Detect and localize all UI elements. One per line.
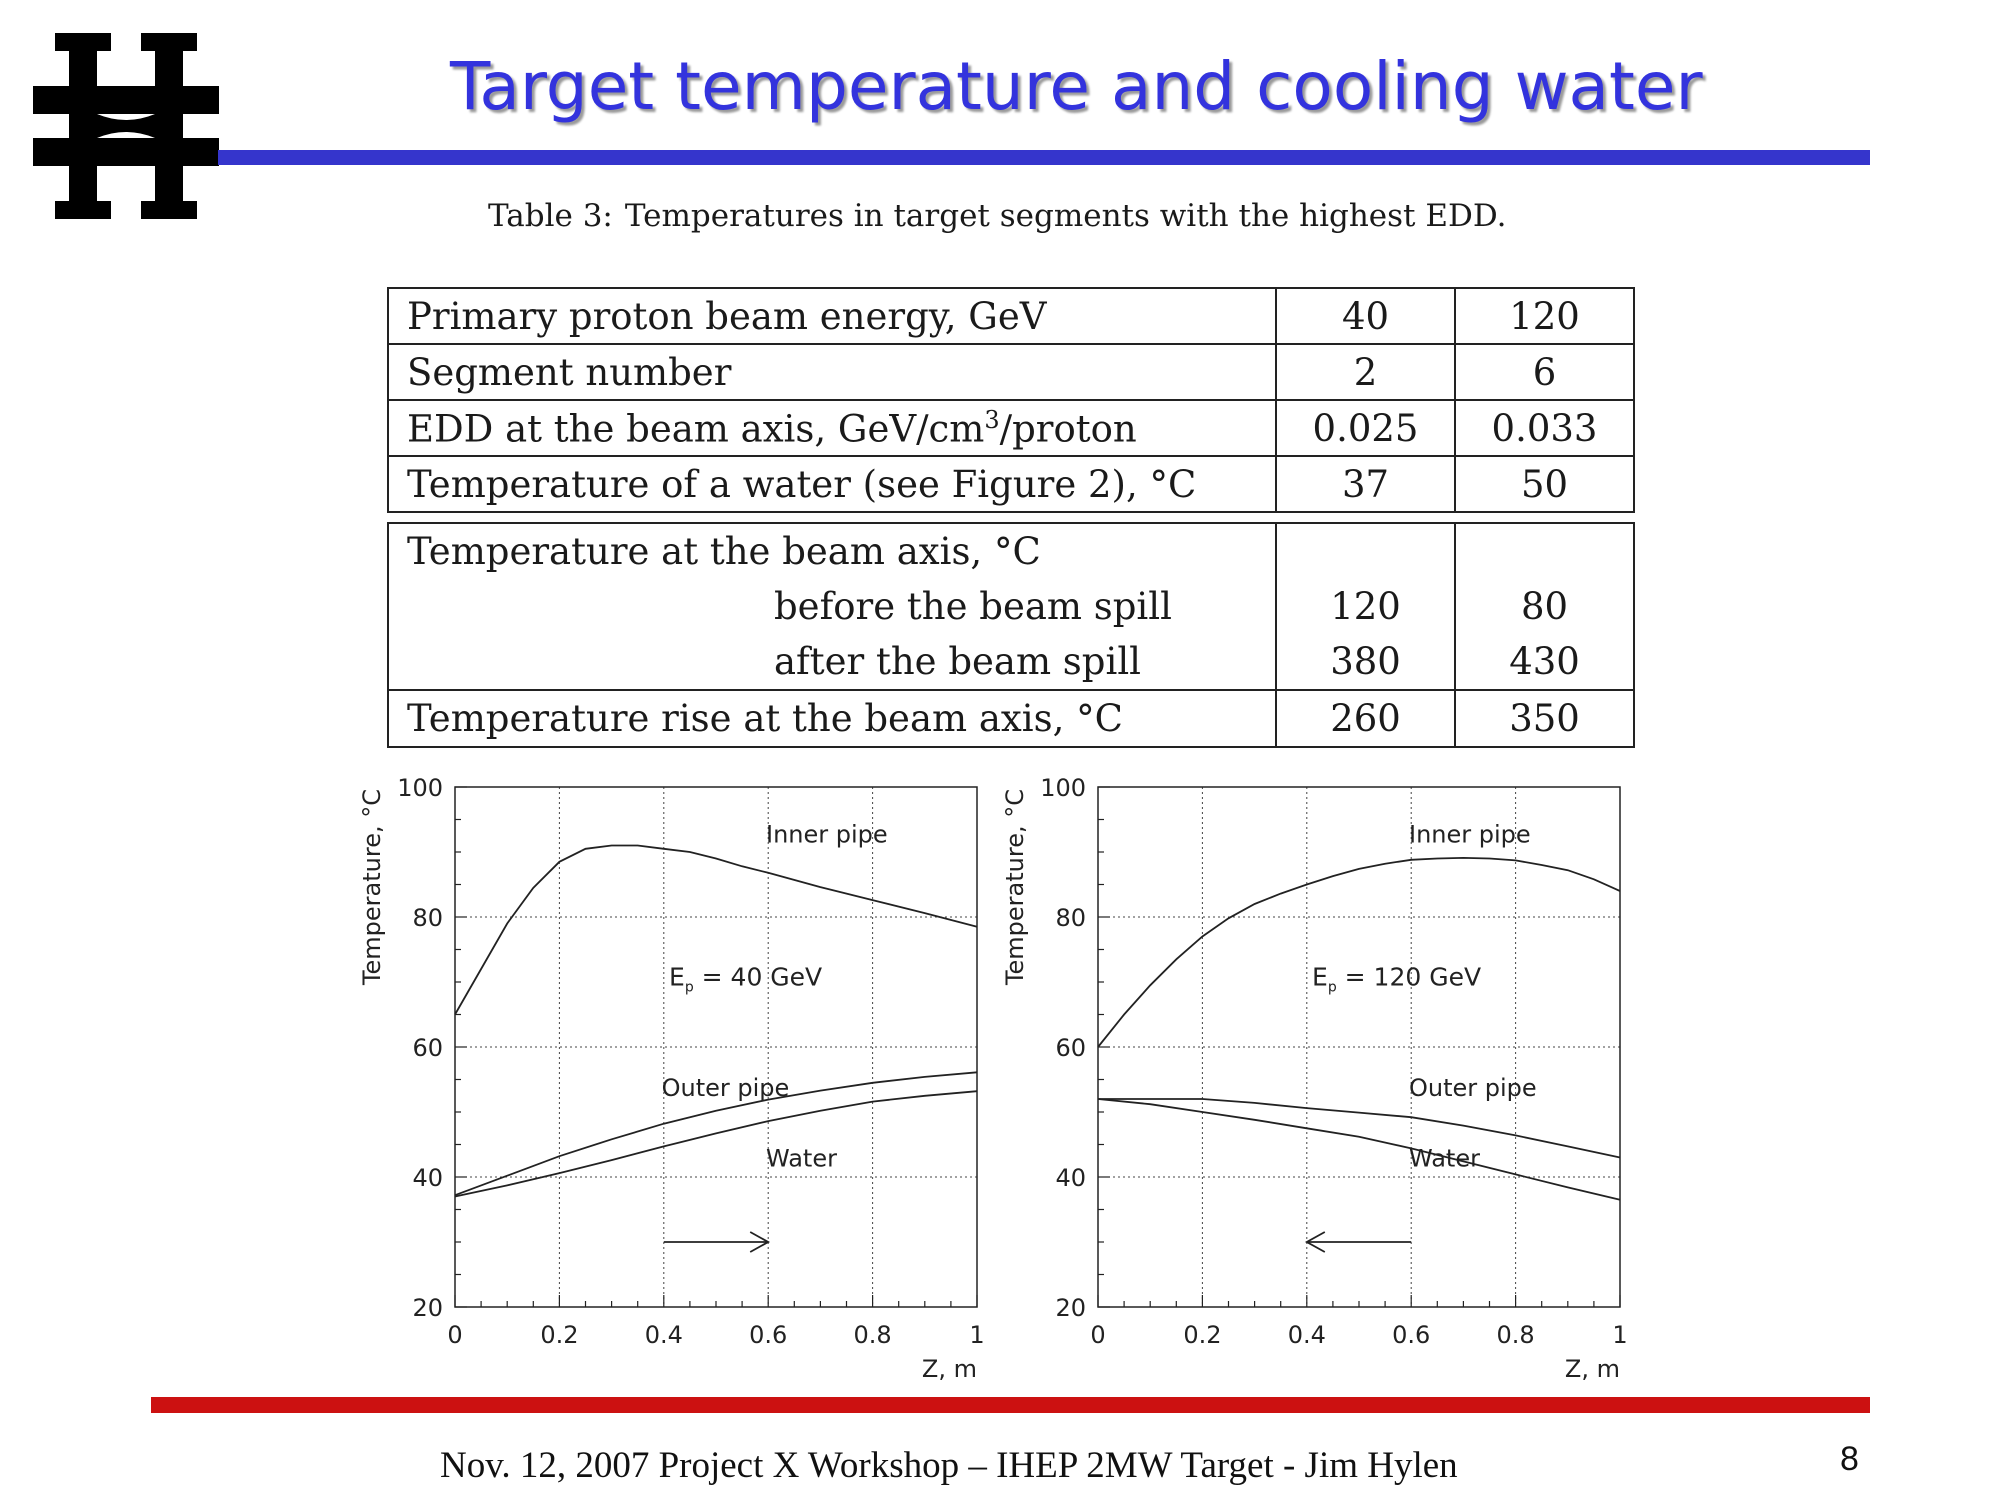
series-line [1098, 1098, 1621, 1159]
table-row: Segment number 2 6 [387, 343, 1635, 401]
y-tick-label: 20 [412, 1294, 443, 1322]
x-tick-label: 0 [447, 1321, 462, 1349]
slide-title: Target temperature and cooling water [450, 48, 1703, 125]
series-label: Inner pipe [1409, 820, 1531, 848]
x-tick-label: 0.8 [1497, 1321, 1535, 1349]
series-line [454, 1090, 978, 1198]
x-tick-label: 1 [1612, 1321, 1627, 1349]
table-row: Temperature rise at the beam axis, °C 26… [387, 689, 1635, 748]
energy-annotation-symbol: E [1312, 962, 1328, 991]
energy-annotation: Ep = 40 GeV [669, 962, 822, 995]
series-label: Water [1409, 1145, 1480, 1173]
series-label: Water [766, 1145, 837, 1173]
table-caption: Table 3: Temperatures in target segments … [488, 198, 1588, 234]
value-40gev: 40 [1275, 287, 1456, 345]
value-40gev: 2 [1275, 343, 1456, 401]
value-120gev: 120 [1454, 287, 1635, 345]
row-label: Primary proton beam energy, GeV [387, 287, 1277, 345]
series-line [454, 1071, 978, 1197]
y-axis-label: Temperature, °C [1003, 789, 1029, 986]
row-sublabel: after the beam spill [387, 634, 1277, 691]
footer-divider [151, 1397, 1870, 1413]
series-line [1097, 1098, 1621, 1201]
x-tick-label: 0 [1090, 1321, 1105, 1349]
x-axis-label: Z, m [1565, 1355, 1620, 1383]
fermilab-logo-icon [33, 33, 219, 219]
slide-footer: Nov. 12, 2007 Project X Workshop – IHEP … [440, 1445, 1458, 1486]
energy-annotation-subscript: p [685, 979, 694, 995]
row-label-superscript: 3 [984, 405, 1000, 434]
row-label: Temperature rise at the beam axis, °C [387, 689, 1277, 748]
value-40gev: 0.025 [1275, 399, 1456, 457]
x-tick-label: 0.6 [1392, 1321, 1430, 1349]
table-row: Primary proton beam energy, GeV 40 120 [387, 287, 1635, 345]
x-axis-label: Z, m [922, 1355, 977, 1383]
x-tick-label: 1 [969, 1321, 984, 1349]
row-label-main: EDD at the beam axis, GeV/cm [407, 407, 985, 451]
series-label: Inner pipe [766, 820, 888, 848]
table-row: before the beam spill 120 80 [387, 579, 1635, 634]
table-row: Temperature at the beam axis, °C [387, 522, 1635, 579]
beam-arrow-head [1304, 1231, 1326, 1253]
series-line [1097, 856, 1621, 1048]
energy-annotation-symbol: E [669, 962, 685, 991]
value-120gev: 80 [1454, 579, 1635, 634]
series-line [454, 844, 978, 1015]
x-tick-label: 0.4 [1288, 1321, 1326, 1349]
table-caption-text: Temperatures in target segments with the… [624, 198, 1507, 234]
row-label-tail: /proton [999, 407, 1137, 451]
row-label: Temperature at the beam axis, °C [387, 522, 1277, 579]
value-120gev: 430 [1454, 634, 1635, 691]
beam-arrow-head [749, 1231, 771, 1253]
x-tick-label: 0.8 [854, 1321, 892, 1349]
series-label: Outer pipe [1409, 1074, 1537, 1102]
page-number: 8 [1840, 1440, 1859, 1478]
y-tick-label: 20 [1055, 1294, 1086, 1322]
table-row: EDD at the beam axis, GeV/cm3/proton 0.0… [387, 399, 1635, 457]
value-40gev: 260 [1275, 689, 1456, 748]
value-40gev: 120 [1275, 579, 1456, 634]
value-40gev: 37 [1275, 455, 1456, 513]
row-label: EDD at the beam axis, GeV/cm3/proton [387, 399, 1277, 457]
x-tick-label: 0.2 [1183, 1321, 1221, 1349]
energy-annotation-value: = 40 GeV [694, 962, 822, 991]
chart-120gev: 0 0.2 0.4 0.6 0.8 1 20 40 60 80 100 Z, m Temperature… [1003, 774, 1628, 1383]
energy-annotation: Ep = 120 GeV [1312, 962, 1481, 995]
title-divider [218, 150, 1870, 165]
energy-annotation-subscript: p [1328, 979, 1337, 995]
y-tick-label: 80 [1055, 904, 1086, 932]
y-tick-label: 40 [1055, 1164, 1086, 1192]
table-caption-label: Table 3: [488, 198, 613, 234]
table-row: Temperature of a water (see Figure 2), °… [387, 455, 1635, 513]
value-120gev: 350 [1454, 689, 1635, 748]
row-label: Temperature of a water (see Figure 2), °… [387, 455, 1277, 513]
y-tick-label: 40 [412, 1164, 443, 1192]
x-tick-label: 0.4 [645, 1321, 683, 1349]
x-tick-label: 0.6 [749, 1321, 787, 1349]
value-120gev: 6 [1454, 343, 1635, 401]
series-label: Outer pipe [662, 1074, 790, 1102]
row-label: Segment number [387, 343, 1277, 401]
energy-annotation-value: = 120 GeV [1337, 962, 1481, 991]
y-tick-label: 100 [1040, 774, 1086, 802]
y-axis-label: Temperature, °C [360, 789, 386, 986]
temperature-table-upper: Primary proton beam energy, GeV 40 120 S… [387, 287, 1635, 513]
row-sublabel: before the beam spill [387, 579, 1277, 634]
temperature-table-lower: Temperature at the beam axis, °C before … [387, 522, 1635, 748]
value-120gev: 0.033 [1454, 399, 1635, 457]
chart-40gev: 0 0.2 0.4 0.6 0.8 1 20 40 60 80 100 Z, m Temperature… [360, 774, 985, 1383]
y-tick-label: 80 [412, 904, 443, 932]
value-40gev: 380 [1275, 634, 1456, 691]
y-tick-label: 100 [397, 774, 443, 802]
value-40gev [1275, 522, 1456, 579]
table-row: after the beam spill 380 430 [387, 634, 1635, 691]
y-tick-label: 60 [412, 1034, 443, 1062]
value-120gev [1454, 522, 1635, 579]
value-120gev: 50 [1454, 455, 1635, 513]
y-tick-label: 60 [1055, 1034, 1086, 1062]
x-tick-label: 0.2 [540, 1321, 578, 1349]
